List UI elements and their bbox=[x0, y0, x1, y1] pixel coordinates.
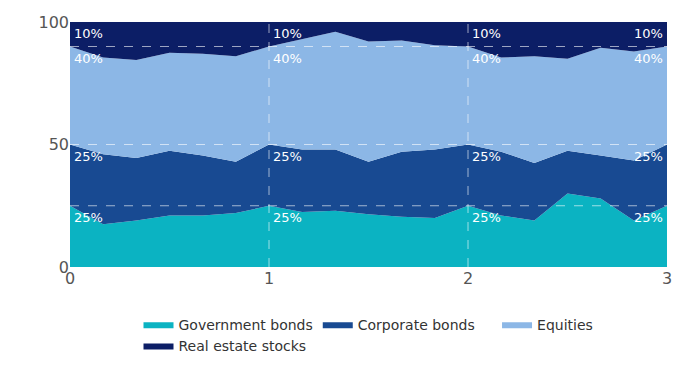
svg-text:10%: 10% bbox=[74, 26, 103, 41]
svg-text:40%: 40% bbox=[472, 51, 501, 66]
svg-text:Government bonds: Government bonds bbox=[179, 317, 313, 333]
svg-text:10%: 10% bbox=[273, 26, 302, 41]
svg-text:25%: 25% bbox=[273, 210, 302, 225]
svg-text:40%: 40% bbox=[74, 51, 103, 66]
svg-text:1: 1 bbox=[264, 269, 274, 288]
svg-text:10%: 10% bbox=[634, 26, 663, 41]
svg-text:Corporate bonds: Corporate bonds bbox=[358, 317, 475, 333]
svg-text:2: 2 bbox=[463, 269, 473, 288]
svg-text:0: 0 bbox=[65, 269, 75, 288]
svg-text:25%: 25% bbox=[634, 210, 663, 225]
svg-text:100: 100 bbox=[38, 13, 69, 32]
svg-text:10%: 10% bbox=[472, 26, 501, 41]
svg-text:25%: 25% bbox=[472, 210, 501, 225]
svg-text:25%: 25% bbox=[273, 149, 302, 164]
svg-text:25%: 25% bbox=[472, 149, 501, 164]
svg-text:40%: 40% bbox=[273, 51, 302, 66]
svg-text:Real estate stocks: Real estate stocks bbox=[179, 338, 307, 354]
svg-text:50: 50 bbox=[49, 135, 69, 154]
svg-text:25%: 25% bbox=[74, 210, 103, 225]
svg-text:0: 0 bbox=[59, 258, 69, 277]
svg-text:40%: 40% bbox=[634, 51, 663, 66]
svg-text:25%: 25% bbox=[74, 149, 103, 164]
svg-text:3: 3 bbox=[662, 269, 672, 288]
svg-text:25%: 25% bbox=[634, 149, 663, 164]
svg-text:Equities: Equities bbox=[537, 317, 593, 333]
